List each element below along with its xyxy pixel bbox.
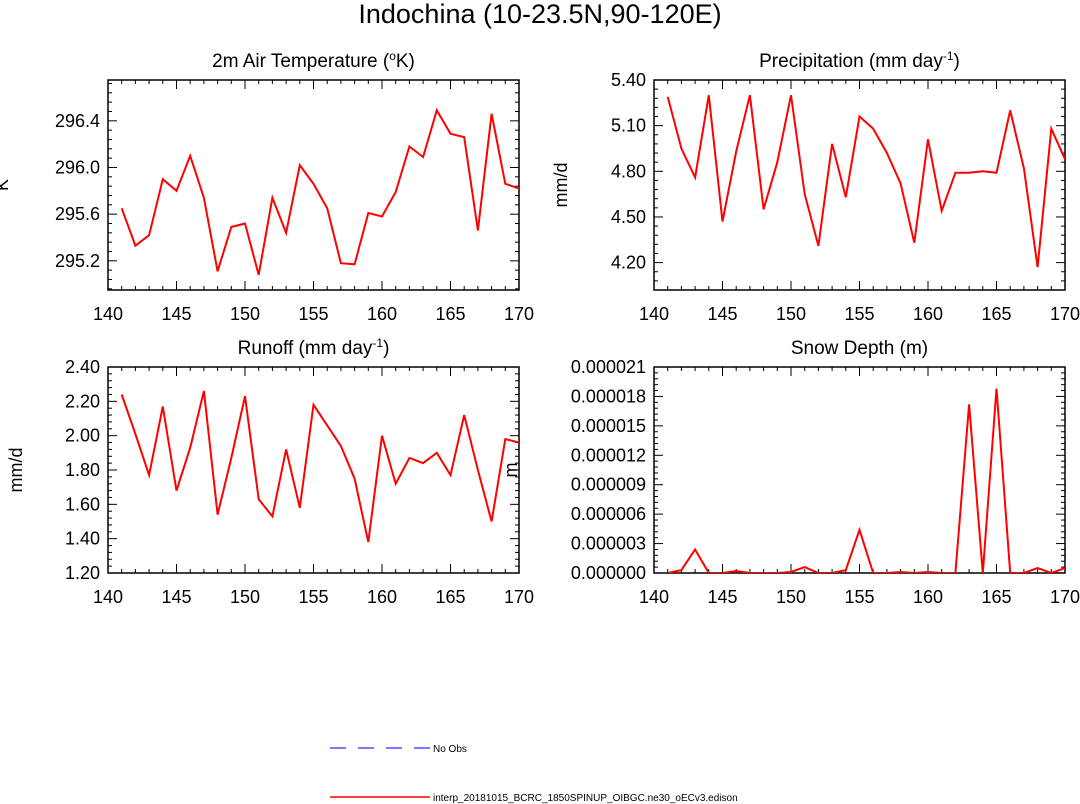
x-tick-label: 160	[913, 587, 943, 607]
x-tick-label: 140	[93, 304, 123, 324]
x-tick-label: 145	[161, 304, 191, 324]
panel-1: 2m Air Temperature (oK) K 140 145 150 155 160 1…	[0, 49, 534, 324]
x-tick-label: 145	[707, 587, 737, 607]
y-tick-label: 1.60	[65, 494, 100, 514]
y-tick-label: 1.20	[65, 563, 100, 583]
x-tick-label: 160	[367, 304, 397, 324]
x-tick-label: 150	[776, 587, 806, 607]
y-tick-label: 1.80	[65, 460, 100, 480]
series-line-model	[120, 390, 519, 543]
y-tick-label: 0.000009	[571, 475, 646, 495]
x-tick-label: 160	[367, 587, 397, 607]
x-tick-label: 165	[435, 587, 465, 607]
legend-label-model: interp_20181015_BCRC_1850SPINUP_OIBGC.ne…	[433, 793, 738, 804]
figure-title: Indochina (10-23.5N,90-120E)	[358, 0, 721, 29]
series-line-model	[667, 388, 1065, 573]
y-tick-label: 5.10	[611, 116, 646, 136]
series-line-model	[666, 94, 1065, 268]
panel-title: 2m Air Temperature (oK)	[212, 49, 415, 72]
x-tick-label: 155	[844, 304, 874, 324]
x-tick-label: 155	[298, 304, 328, 324]
x-tick-label: 140	[639, 304, 669, 324]
y-tick-label: 2.20	[65, 391, 100, 411]
y-tick-label: 296.4	[55, 111, 100, 131]
y-tick-label: 0.000015	[571, 416, 646, 436]
x-tick-label: 150	[776, 304, 806, 324]
y-axis-label: K	[0, 179, 12, 191]
y-axis-label: mm/d	[6, 448, 26, 493]
plot-frame	[107, 366, 520, 574]
y-tick-label: 0.000012	[571, 445, 646, 465]
y-tick-label: 4.50	[611, 207, 646, 227]
y-tick-label: 295.6	[55, 204, 100, 224]
y-tick-label: 0.000003	[571, 534, 646, 554]
legend: No Obs interp_20181015_BCRC_1850SPINUP_O…	[330, 744, 738, 804]
y-tick-label: 296.0	[55, 158, 100, 178]
y-tick-label: 0.000021	[571, 357, 646, 377]
y-tick-label: 295.2	[55, 251, 100, 271]
panel-2: Precipitation (mm day-1) mm/d 140 145 150 155…	[551, 49, 1080, 324]
y-tick-label: 4.20	[611, 253, 646, 273]
panel-4: Snow Depth (m) m 140 145 150 155 160 165 170 0.00…	[501, 338, 1080, 607]
x-tick-label: 140	[93, 587, 123, 607]
x-tick-label: 150	[230, 304, 260, 324]
legend-label-no-obs: No Obs	[433, 744, 467, 755]
x-tick-label: 160	[913, 304, 943, 324]
x-tick-label: 165	[981, 587, 1011, 607]
y-axis-label: m	[501, 463, 521, 478]
y-tick-label: 5.40	[611, 70, 646, 90]
x-tick-label: 165	[435, 304, 465, 324]
x-tick-label: 170	[1050, 587, 1080, 607]
x-tick-label: 165	[981, 304, 1011, 324]
x-tick-label: 145	[161, 587, 191, 607]
x-tick-label: 170	[1050, 304, 1080, 324]
panels: 2m Air Temperature (oK) K 140 145 150 155 160 1…	[0, 49, 1080, 607]
panel-title: Runoff (mm day-1)	[238, 336, 390, 359]
y-tick-label: 2.40	[65, 357, 100, 377]
series-line-model	[120, 107, 519, 276]
x-tick-label: 170	[504, 587, 534, 607]
panel-3: Runoff (mm day-1) mm/d 140 145 150 155 160 165 1…	[6, 336, 534, 607]
y-tick-label: 0.000006	[571, 504, 646, 524]
y-tick-label: 1.40	[65, 529, 100, 549]
y-axis-label: mm/d	[551, 163, 571, 208]
y-tick-label: 2.00	[65, 426, 100, 446]
panel-title: Precipitation (mm day-1)	[759, 49, 960, 72]
x-tick-label: 140	[639, 587, 669, 607]
x-tick-label: 170	[504, 304, 534, 324]
panel-title: Snow Depth (m)	[791, 338, 928, 359]
x-tick-label: 155	[298, 587, 328, 607]
y-tick-label: 0.000000	[571, 563, 646, 583]
x-tick-label: 150	[230, 587, 260, 607]
y-tick-label: 4.80	[611, 161, 646, 181]
x-tick-label: 145	[707, 304, 737, 324]
plot-frame	[653, 79, 1066, 291]
y-tick-label: 0.000018	[571, 386, 646, 406]
x-tick-label: 155	[844, 587, 874, 607]
